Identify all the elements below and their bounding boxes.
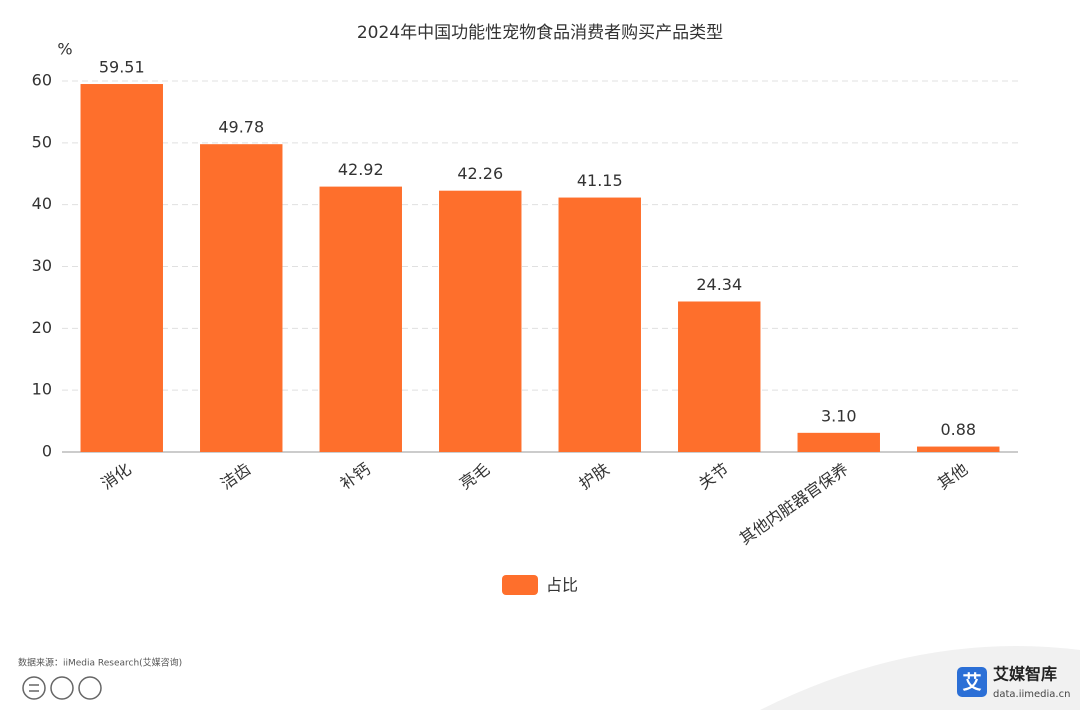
y-unit: % [57,40,72,59]
y-tick-label: 30 [32,256,52,275]
y-tick-label: 10 [32,380,52,399]
bar [558,197,641,452]
value-label: 0.88 [940,420,976,439]
y-tick-label: 20 [32,318,52,337]
value-label: 49.78 [218,118,264,137]
x-tick-label: 补钙 [337,459,374,493]
x-tick-label: 护肤 [576,459,613,493]
bar [678,301,761,452]
x-tick-label: 关节 [695,459,732,493]
legend-swatch [502,575,538,595]
license-icons [22,676,102,700]
y-tick-label: 60 [32,71,52,90]
source: 数据来源：iiMedia Research(艾媒咨询) [18,657,182,669]
brand-icon: 艾 [962,672,981,694]
x-tick-label: 洁齿 [217,459,254,493]
bar [797,432,880,452]
value-label: 3.10 [821,406,857,425]
bar [80,84,163,452]
brand-url: data.iimedia.cn [993,689,1070,700]
x-tick-label: 消化 [98,459,135,493]
legend-label: 占比 [546,576,578,595]
bar [319,186,402,452]
value-label: 42.92 [338,160,384,179]
y-tick-label: 0 [42,442,52,461]
value-label: 41.15 [577,171,623,190]
x-tick-label: 亮毛 [456,459,493,493]
footer-decor [760,646,1080,710]
y-tick-label: 40 [32,194,52,213]
bar [917,446,1000,452]
chart-title: 2024年中国功能性宠物食品消费者购买产品类型 [357,23,723,43]
brand-logo [957,667,987,697]
x-tick-label: 其他内脏器官保养 [736,459,852,548]
bar [200,144,283,452]
value-label: 42.26 [457,164,503,183]
bar [439,190,522,453]
value-label: 24.34 [696,275,742,294]
y-tick-label: 50 [32,132,52,151]
x-tick-label: 其他 [934,459,971,493]
value-label: 59.51 [99,58,145,77]
brand-name: 艾媒智库 [993,665,1057,684]
